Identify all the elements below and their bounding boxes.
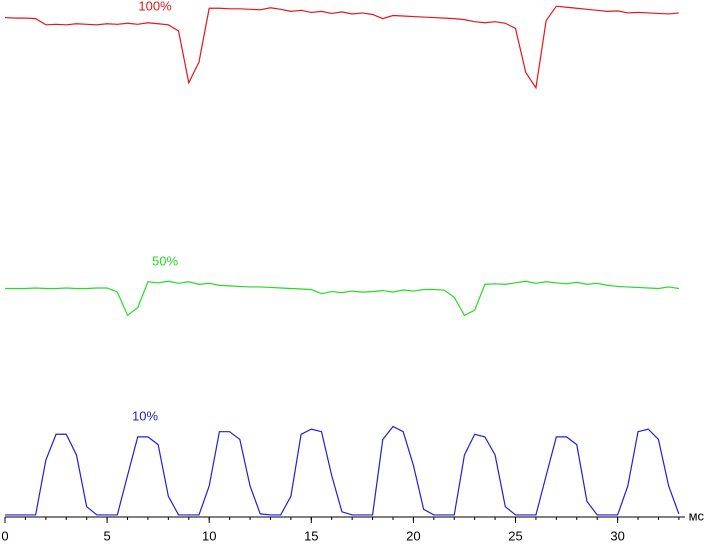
trace-line (4, 5, 679, 90)
x-tick-label: 30 (610, 528, 624, 543)
trace-line (5, 425, 680, 516)
x-tick-label: 5 (103, 528, 110, 543)
trace-label: 10% (132, 408, 158, 423)
x-tick-label: 25 (508, 528, 522, 543)
x-tick-label: 20 (406, 528, 420, 543)
x-tick-label: 0 (1, 528, 8, 543)
x-tick-label: 15 (304, 528, 318, 543)
trace-label: 100% (138, 0, 172, 13)
trace-label: 50% (152, 253, 178, 268)
trace-line (5, 280, 679, 317)
x-tick-label: 10 (202, 528, 216, 543)
x-axis-unit: мс (689, 508, 705, 523)
